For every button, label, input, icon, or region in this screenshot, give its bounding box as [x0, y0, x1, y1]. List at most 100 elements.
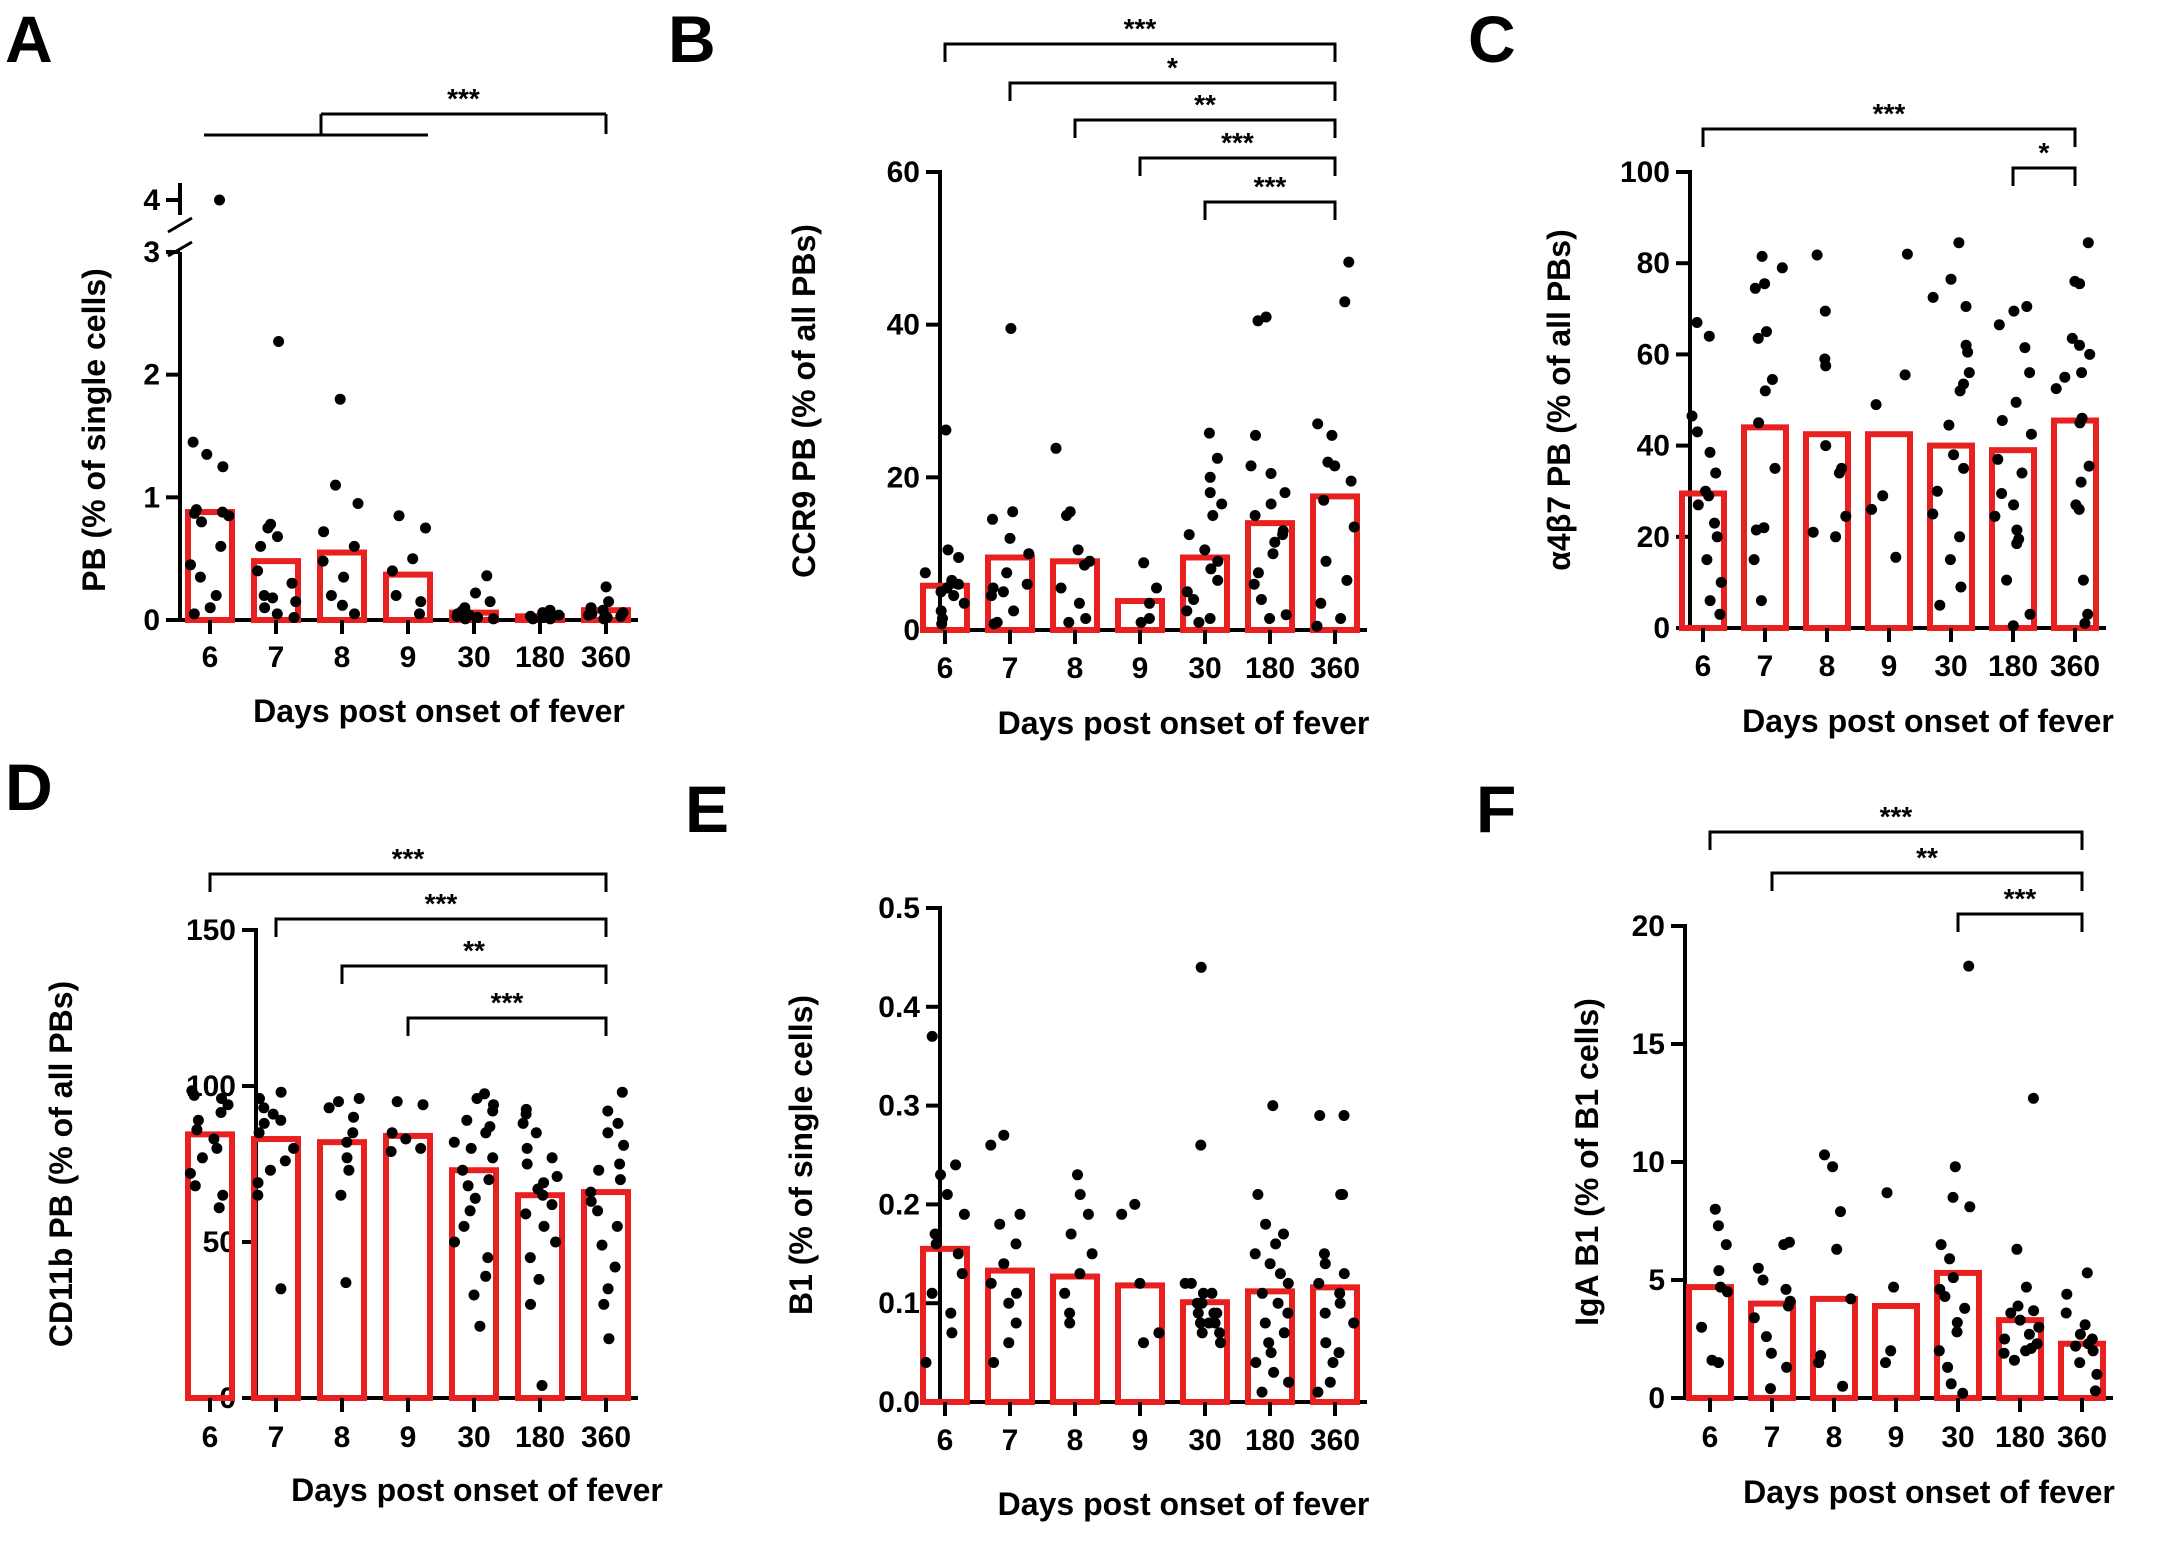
data-point	[185, 559, 196, 571]
y-tick-label: 2	[143, 359, 160, 392]
data-point	[1080, 613, 1092, 624]
data-point	[2084, 348, 2096, 360]
data-point	[1753, 417, 1765, 429]
data-point	[948, 590, 960, 602]
data-point	[1205, 563, 1217, 575]
y-tick-label: 60	[887, 156, 920, 189]
data-point	[1333, 1347, 1345, 1359]
y-tick-label: 20	[1632, 910, 1665, 943]
data-point	[614, 1174, 626, 1186]
data-point	[1888, 1281, 1900, 1293]
x-axis-title: Days post onset of fever	[998, 1486, 1370, 1522]
data-point	[1270, 1238, 1282, 1250]
data-point	[2008, 499, 2020, 511]
data-point	[343, 1164, 355, 1176]
data-point	[1003, 1297, 1015, 1309]
y-tick-label: 40	[1637, 430, 1670, 463]
sig-label: *	[1167, 52, 1178, 83]
data-point	[317, 555, 329, 567]
data-point	[1195, 961, 1207, 973]
x-tick-label: 9	[1888, 1421, 1905, 1454]
data-point	[417, 1099, 429, 1111]
data-point	[258, 1117, 270, 1129]
data-point	[1143, 613, 1155, 624]
sig-label: ***	[392, 843, 425, 874]
data-point	[538, 1220, 550, 1232]
data-point	[1212, 555, 1224, 567]
data-point	[994, 1218, 1006, 1230]
data-point	[1943, 419, 1955, 431]
data-point	[2060, 1307, 2072, 1319]
data-point	[926, 1030, 938, 1042]
data-point	[1760, 1331, 1772, 1343]
data-point	[1312, 1386, 1324, 1398]
data-point	[1314, 1110, 1326, 1121]
data-point	[592, 1205, 604, 1217]
x-tick-label: 6	[937, 652, 954, 685]
y-tick-label: 0.0	[878, 1386, 920, 1419]
data-point	[1059, 1287, 1071, 1299]
x-tick-label: 30	[1188, 1424, 1221, 1457]
data-point	[1065, 1228, 1077, 1240]
data-point	[1319, 1307, 1331, 1319]
data-point	[1021, 578, 1033, 590]
data-point	[1931, 485, 1943, 497]
data-point	[1259, 1317, 1271, 1329]
data-point	[1278, 1228, 1289, 1240]
data-point	[352, 498, 364, 509]
y-tick-label: 0	[143, 604, 160, 637]
sig-label: ***	[447, 83, 480, 114]
data-point	[189, 507, 200, 519]
x-tick-label: 360	[2057, 1421, 2107, 1454]
data-point	[2011, 538, 2023, 550]
x-tick-label: 180	[1245, 652, 1295, 685]
data-point	[1927, 291, 1939, 303]
data-point	[487, 613, 499, 625]
data-point	[1315, 597, 1327, 609]
x-tick-label: 9	[400, 641, 417, 674]
data-point	[536, 1380, 548, 1391]
data-point	[1750, 524, 1762, 536]
data-point	[1721, 1286, 1733, 1298]
x-axis-title: Days post onset of fever	[998, 705, 1370, 741]
data-point	[945, 1307, 957, 1319]
data-point	[1686, 410, 1698, 422]
x-tick-label: 30	[457, 1421, 490, 1454]
data-point	[1945, 273, 1957, 285]
sig-bracket	[406, 1016, 608, 1036]
data-point	[1116, 1208, 1128, 1220]
data-point	[471, 1093, 483, 1104]
data-point	[1807, 526, 1819, 538]
data-point	[1335, 1189, 1347, 1200]
data-point	[449, 1236, 460, 1248]
data-point	[2089, 1385, 2101, 1397]
data-point	[2027, 1092, 2039, 1104]
data-point	[469, 1192, 481, 1204]
data-point	[598, 1298, 610, 1310]
data-point	[1064, 1307, 1076, 1319]
y-tick-label: 3	[143, 236, 160, 269]
y-tick-label: 4	[143, 184, 160, 217]
data-point	[1701, 554, 1713, 566]
data-point	[1348, 521, 1360, 533]
data-point	[2076, 367, 2088, 379]
data-point	[1339, 296, 1351, 308]
data-point	[940, 424, 952, 436]
data-point	[2059, 371, 2071, 383]
data-point	[213, 1202, 225, 1214]
data-point	[1692, 499, 1704, 511]
x-axis-title: Days post onset of fever	[1742, 703, 2114, 739]
data-point	[1345, 475, 1357, 487]
y-tick-label: 0.3	[878, 1090, 920, 1123]
data-point	[2024, 608, 2036, 620]
data-point	[1752, 332, 1764, 344]
y-axis-title: CD11b PB (% of all PBs)	[43, 981, 79, 1347]
data-point	[1252, 315, 1264, 327]
data-point	[1324, 1376, 1336, 1388]
data-point	[254, 1093, 265, 1104]
data-point	[2074, 278, 2086, 290]
data-point	[946, 1327, 958, 1339]
data-point	[480, 1270, 492, 1282]
sig-label: *	[2039, 137, 2050, 168]
axis-break-mark	[167, 216, 193, 234]
